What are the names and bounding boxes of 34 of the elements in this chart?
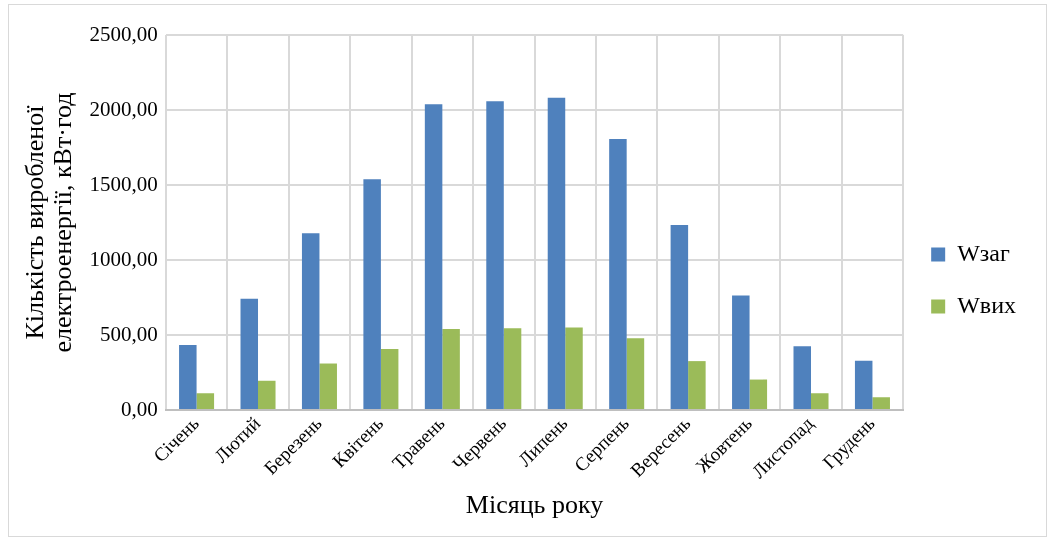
bar xyxy=(301,233,320,410)
y-tick-label: 1000,00 xyxy=(89,246,158,271)
bar xyxy=(503,328,522,410)
bar xyxy=(424,104,443,410)
bar xyxy=(793,346,812,410)
bar xyxy=(749,379,768,410)
bar xyxy=(609,139,627,410)
y-tick-label: 500,00 xyxy=(100,321,158,346)
bar xyxy=(258,380,276,410)
legend-label: Wвих xyxy=(957,291,1016,318)
bar xyxy=(854,360,873,410)
bar xyxy=(547,97,566,410)
bar xyxy=(732,295,750,410)
y-axis-title: Кількість виробленої електроенергії, кВт·год xyxy=(20,92,77,353)
y-tick-label: 2500,00 xyxy=(89,21,158,46)
bar xyxy=(626,338,645,410)
bar xyxy=(872,397,890,410)
y-tick-label: 1500,00 xyxy=(89,171,158,196)
bar xyxy=(486,101,504,410)
y-tick-label: 0,00 xyxy=(121,396,158,421)
x-axis-title: Місяць року xyxy=(465,490,604,520)
bar xyxy=(196,393,215,410)
bar xyxy=(319,363,337,410)
bar xyxy=(363,179,381,410)
y-tick-label: 2000,00 xyxy=(89,96,158,121)
bar xyxy=(179,345,197,410)
bar xyxy=(688,361,706,410)
bar xyxy=(670,224,689,410)
bar xyxy=(380,349,399,410)
bar xyxy=(442,329,460,410)
bar xyxy=(811,393,829,410)
legend-label: Wзаг xyxy=(957,239,1010,266)
bar xyxy=(240,298,259,410)
bar xyxy=(565,327,583,410)
